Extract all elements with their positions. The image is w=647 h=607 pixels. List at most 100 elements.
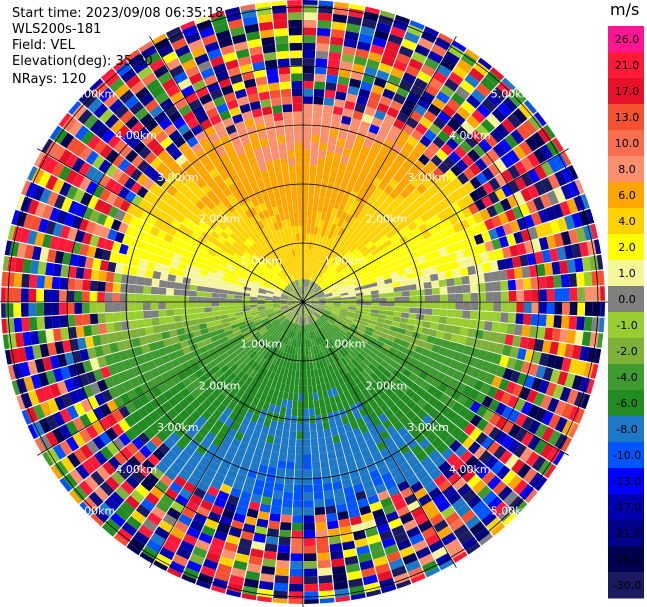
- velocity-gate: [312, 283, 318, 291]
- velocity-gate: [288, 303, 296, 306]
- velocity-gate: [330, 269, 337, 277]
- velocity-gate: [228, 183, 238, 194]
- velocity-gate: [258, 238, 266, 247]
- velocity-gate: [308, 291, 315, 297]
- velocity-gate: [57, 477, 72, 494]
- velocity-gate: [470, 129, 484, 144]
- velocity-gate: [537, 209, 550, 224]
- velocity-gate: [452, 351, 463, 362]
- velocity-gate: [300, 248, 303, 257]
- velocity-gate: [556, 342, 567, 357]
- velocity-gate: [273, 482, 284, 492]
- velocity-gate: [328, 356, 335, 365]
- velocity-gate: [482, 490, 498, 506]
- velocity-gate: [223, 356, 232, 365]
- velocity-gate: [187, 357, 198, 367]
- velocity-gate: [267, 326, 275, 333]
- velocity-gate: [394, 437, 407, 449]
- velocity-gate: [329, 346, 337, 355]
- velocity-gate: [99, 260, 109, 271]
- velocity-gate: [514, 324, 523, 336]
- velocity-gate: [203, 259, 213, 267]
- velocity-gate: [240, 327, 249, 334]
- range-ring-label: 2.00km: [366, 379, 408, 392]
- velocity-gate: [319, 375, 325, 384]
- velocity-gate: [293, 119, 303, 127]
- velocity-gate: [196, 415, 207, 427]
- velocity-gate: [323, 197, 331, 207]
- velocity-gate: [234, 414, 245, 425]
- velocity-gate: [346, 397, 355, 407]
- velocity-gate: [116, 340, 127, 352]
- velocity-gate: [382, 225, 392, 235]
- velocity-gate: [534, 251, 544, 265]
- velocity-gate: [297, 202, 303, 211]
- velocity-gate: [305, 256, 308, 265]
- velocity-gate: [265, 473, 276, 483]
- velocity-gate: [240, 203, 250, 213]
- velocity-gate: [536, 326, 546, 340]
- velocity-gate: [297, 401, 303, 409]
- velocity-gate: [46, 447, 60, 464]
- range-ring-label: 4.00km: [449, 129, 491, 142]
- velocity-gate: [328, 281, 336, 287]
- velocity-gate: [405, 205, 416, 216]
- velocity-gate: [243, 239, 252, 249]
- velocity-gate: [452, 222, 463, 234]
- velocity-gate: [500, 391, 512, 405]
- velocity-gate: [67, 452, 81, 468]
- velocity-gate: [399, 545, 415, 558]
- velocity-gate: [437, 210, 448, 222]
- velocity-gate: [268, 458, 278, 468]
- velocity-gate: [233, 41, 249, 52]
- velocity-gate: [305, 339, 308, 348]
- velocity-gate: [524, 375, 536, 389]
- velocity-gate: [296, 355, 301, 363]
- velocity-gate: [98, 323, 108, 335]
- velocity-gate: [365, 155, 376, 166]
- velocity-gate: [67, 364, 79, 378]
- velocity-gate: [435, 371, 446, 382]
- velocity-gate: [389, 404, 400, 415]
- velocity-gate: [89, 302, 98, 314]
- velocity-gate: [82, 360, 93, 373]
- velocity-gate: [49, 207, 61, 222]
- velocity-gate: [469, 283, 479, 293]
- velocity-gate: [344, 30, 359, 41]
- velocity-gate: [275, 288, 283, 293]
- colorbar-tick-label: 8.0: [618, 163, 636, 176]
- velocity-gate: [333, 305, 341, 308]
- velocity-gate: [150, 85, 166, 99]
- velocity-gate: [426, 207, 437, 219]
- velocity-gate: [273, 405, 281, 414]
- velocity-gate: [249, 302, 258, 305]
- velocity-gate: [438, 460, 451, 474]
- velocity-gate: [201, 525, 216, 537]
- velocity-gate: [322, 262, 328, 270]
- velocity-gate: [340, 292, 349, 296]
- velocity-gate: [179, 540, 195, 553]
- velocity-gate: [506, 323, 516, 335]
- velocity-gate: [444, 194, 457, 206]
- velocity-gate: [310, 257, 315, 266]
- velocity-gate: [295, 233, 300, 242]
- velocity-gate: [281, 279, 288, 286]
- velocity-gate: [194, 368, 205, 379]
- velocity-gate: [36, 303, 45, 316]
- velocity-gate: [142, 518, 158, 533]
- velocity-gate: [120, 480, 135, 495]
- velocity-gate: [389, 189, 400, 200]
- velocity-gate: [332, 292, 341, 296]
- velocity-gate: [167, 408, 179, 420]
- velocity-gate: [320, 460, 330, 469]
- velocity-gate: [120, 302, 128, 312]
- velocity-gate: [289, 330, 294, 339]
- velocity-gate: [462, 436, 475, 450]
- velocity-gate: [317, 305, 326, 308]
- velocity-gate: [286, 337, 292, 346]
- velocity-gate: [304, 583, 319, 592]
- velocity-gate: [330, 121, 341, 131]
- velocity-gate: [202, 100, 216, 112]
- velocity-gate: [303, 477, 313, 485]
- velocity-gate: [133, 530, 150, 545]
